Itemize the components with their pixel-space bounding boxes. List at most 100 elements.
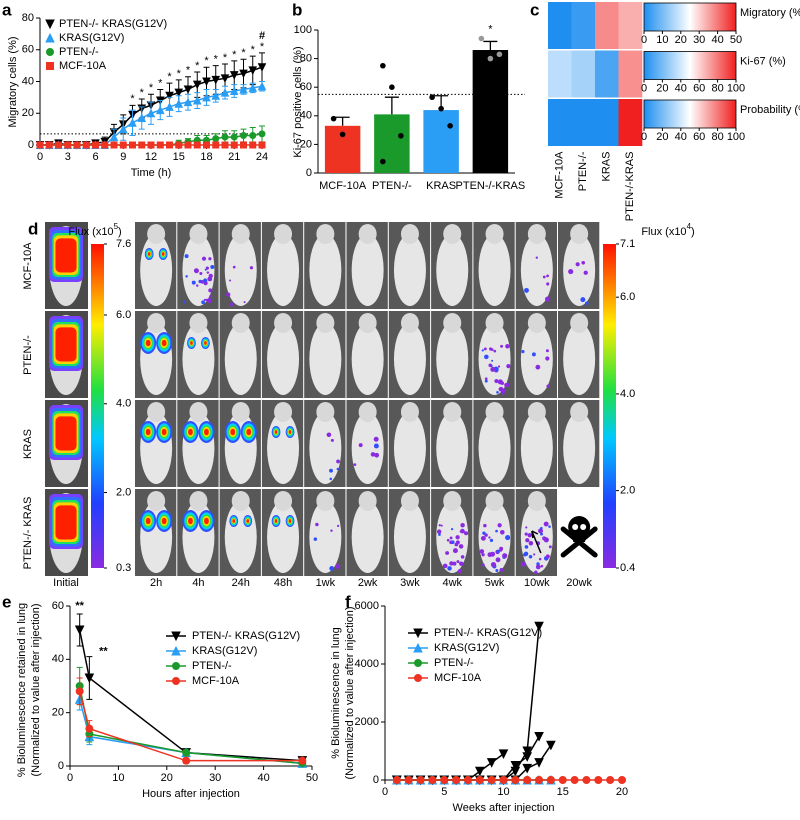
marker (249, 141, 257, 149)
column-label: Initial (53, 577, 79, 589)
signal (373, 443, 379, 449)
signal (55, 505, 77, 540)
signal (489, 538, 494, 543)
x-tick-label: 24 (256, 151, 268, 163)
signal (438, 524, 441, 527)
y-tick-label: 40 (22, 75, 34, 87)
mouse-head (570, 402, 589, 422)
signal (274, 430, 278, 434)
signal (246, 428, 252, 436)
signal (232, 265, 236, 269)
mouse-head (527, 224, 546, 244)
signal (182, 300, 186, 304)
signal (527, 533, 532, 538)
marker (46, 62, 54, 70)
mouse (478, 412, 511, 484)
row-label: Ki-67 (%) (740, 55, 786, 67)
marker (203, 141, 210, 149)
signal (484, 354, 489, 360)
signal (145, 339, 151, 347)
column-label: 2wk (358, 577, 378, 589)
signal (535, 364, 541, 370)
signal (499, 568, 504, 572)
column-label: 4wk (442, 577, 462, 589)
colorbar-tick-label: 0.4 (620, 562, 635, 574)
marker (248, 66, 258, 76)
mouse (267, 501, 300, 573)
marker (221, 141, 229, 149)
marker (499, 776, 508, 784)
x-tick-label: 3 (65, 151, 71, 163)
signal (502, 553, 508, 559)
signal (490, 562, 497, 568)
annotation: # (259, 30, 265, 42)
signal (481, 349, 484, 352)
signal (200, 280, 205, 284)
marker (45, 32, 55, 43)
marker (101, 141, 109, 149)
mouse (520, 234, 553, 306)
marker (249, 131, 257, 139)
marker (74, 625, 85, 636)
mouse-head (316, 491, 335, 511)
signal (209, 295, 212, 298)
signal (484, 379, 488, 383)
legend-label: MCF-10A (59, 60, 107, 72)
y-tick-label: 40 (52, 653, 64, 665)
y-tick-label: 40 (300, 110, 312, 122)
heatmap-cell (595, 2, 619, 49)
signal (460, 555, 465, 559)
signal (203, 298, 206, 301)
marker (486, 758, 497, 768)
signal (232, 519, 236, 523)
colorbar-tick-label: 80 (711, 82, 723, 94)
marker (192, 80, 202, 90)
signal (353, 463, 357, 467)
marker (174, 88, 184, 98)
marker (474, 766, 485, 777)
signal (330, 438, 334, 442)
signal (204, 517, 209, 525)
signal (185, 275, 188, 278)
signal (208, 273, 213, 278)
panel-label: e (2, 592, 11, 611)
signal (336, 524, 340, 527)
column-label: MCF-10A (554, 151, 566, 199)
heatmap-cell (618, 50, 643, 98)
significance-label: * (140, 87, 145, 99)
signal (210, 264, 215, 270)
signal (520, 561, 526, 567)
mouse-head (358, 491, 377, 511)
heatmap-cell (548, 99, 572, 146)
marker (618, 776, 626, 784)
colorbar (643, 99, 737, 129)
mouse-head (443, 313, 462, 333)
signal (208, 257, 212, 261)
marker (129, 141, 136, 149)
y-tick-label: 60 (300, 81, 312, 93)
x-tick-label: 10 (112, 772, 124, 784)
signal (546, 282, 550, 286)
x-tick-label: 18 (200, 151, 212, 163)
marker (147, 141, 155, 149)
significance-label: * (488, 23, 493, 35)
signal (491, 359, 494, 362)
signal (480, 536, 485, 541)
signal (548, 545, 552, 549)
signal (246, 519, 250, 523)
marker (36, 141, 44, 149)
signal (535, 256, 538, 259)
y-tick-label: 2000 (355, 716, 379, 728)
signal (436, 529, 442, 534)
marker (109, 132, 119, 142)
signal (546, 384, 550, 388)
row-label: Probability (%) (740, 104, 800, 116)
colorbar-tick-label: 7.6 (116, 238, 131, 250)
mouse (351, 323, 384, 395)
signal (452, 548, 458, 554)
x-tick-label: 0 (67, 772, 73, 784)
signal (230, 302, 234, 307)
marker (570, 776, 579, 784)
marker (511, 776, 520, 784)
signal (191, 280, 196, 285)
